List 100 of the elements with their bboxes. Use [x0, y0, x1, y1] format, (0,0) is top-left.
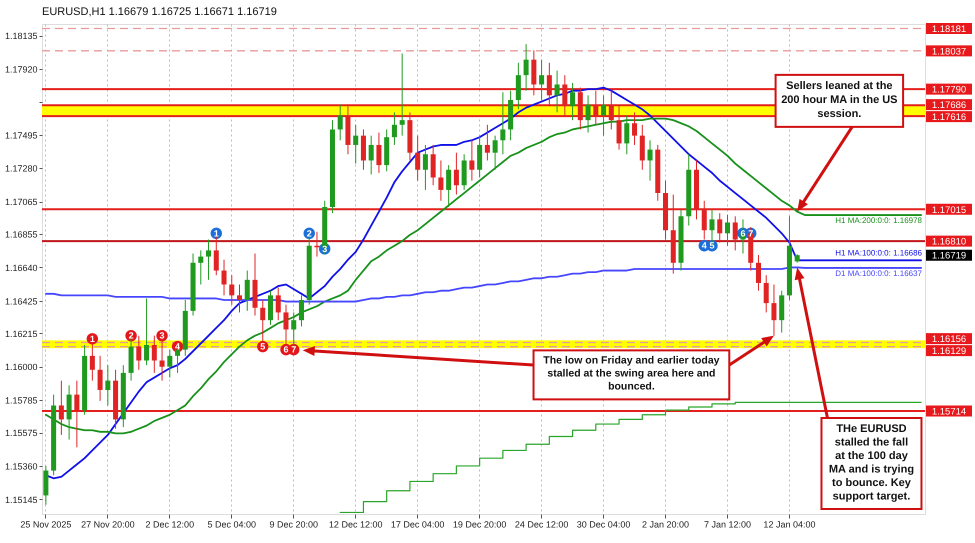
candlestick: [709, 210, 715, 246]
y-tick-label: 1.15145: [4, 494, 38, 505]
series-label: 1: [214, 228, 219, 238]
candlestick: [276, 287, 281, 321]
x-tick-label: 12 Dec 12:00: [328, 520, 382, 530]
y-tick-label: 1.15575: [4, 428, 38, 438]
x-tick-label: 30 Dec 04:00: [576, 520, 630, 530]
y-tick-label: 1.16425: [4, 296, 38, 306]
series-label: 2: [128, 330, 134, 341]
candlestick: [500, 92, 506, 155]
candlestick: [167, 349, 172, 378]
candlestick: [392, 112, 397, 146]
series-label: 1: [90, 334, 95, 344]
ref-line-label: 1.16129: [932, 346, 966, 358]
x-tick-label: 2 Dec 12:00: [146, 520, 194, 530]
candlestick: [98, 355, 103, 402]
series-label: 6: [283, 344, 288, 355]
y-tick-label: 1.17280: [4, 164, 38, 174]
y-tick-label: 1.16215: [4, 328, 38, 339]
candlestick: [764, 274, 769, 313]
series-label: H1 MA:100:0:0: 1.16686: [835, 248, 923, 258]
series-label: D1 MA:100:0:0: 1.16637: [835, 268, 923, 278]
x-tick-label: 5 Dec 04:00: [207, 520, 256, 530]
chart-title: EURUSD,H1 1.16679 1.16725 1.16671 1.16719: [42, 6, 277, 18]
y-tick-label: 1.17065: [4, 197, 38, 208]
y-tick-label: 1.16855: [4, 230, 38, 240]
candlestick: [454, 152, 459, 196]
annotation: Sellers leaned at the 200 hour MA in the US session.: [781, 80, 898, 120]
candlestick: [222, 259, 227, 296]
x-tick-label: 25 Nov 2025: [20, 520, 72, 530]
ref-line-label: 1.16156: [932, 334, 966, 346]
x-tick-label: 2 Jan 20:00: [642, 520, 690, 530]
ref-line-label: 1.16810: [932, 236, 966, 248]
series-label: 4: [175, 342, 180, 352]
series-label: 4: [702, 240, 707, 251]
candlestick: [570, 82, 576, 121]
series-label: 3: [160, 330, 165, 341]
candlestick: [400, 52, 405, 136]
candlestick: [353, 124, 358, 164]
candlestick: [298, 294, 304, 327]
candlestick: [229, 274, 234, 306]
candlestick: [469, 140, 474, 182]
series-label: H1 MA:200:0:0: 1.16978: [835, 216, 923, 226]
candlestick: [484, 124, 490, 161]
candlestick: [152, 335, 157, 374]
x-tick-label: 17 Dec 04:00: [390, 520, 444, 530]
candlestick: [771, 284, 776, 336]
candlestick: [524, 44, 529, 92]
candlestick: [732, 216, 738, 251]
x-tick-label: 24 Dec 12:00: [514, 520, 568, 530]
y-tick-label: 1.17495: [4, 130, 38, 140]
candlestick: [539, 59, 544, 100]
y-tick-label: 1.16000: [4, 362, 38, 372]
candlestick: [236, 284, 242, 313]
candlestick: [422, 144, 428, 190]
x-tick-label: 12 Jan 04:00: [763, 520, 816, 530]
candlestick: [206, 239, 212, 280]
candlestick: [756, 254, 761, 292]
candlestick: [136, 335, 142, 370]
ref-line-label: 1.18037: [932, 46, 966, 58]
ref-line-label: 1.15714: [932, 406, 966, 418]
y-tick-label: 1.15785: [4, 396, 38, 406]
annotation: THe EURUSD stalled the fall at the 100 day MA and is trying to bounce. Key support target.: [828, 423, 914, 503]
candlestick: [724, 214, 730, 246]
candlestick: [376, 132, 382, 174]
candlestick: [368, 135, 374, 175]
series-label: 2: [306, 228, 312, 238]
x-tick-label: 7 Jan 12:00: [704, 520, 752, 530]
candlestick: [492, 135, 498, 170]
y-tick-label: 1.18135: [4, 31, 38, 42]
candlestick: [430, 144, 436, 186]
y-tick-label: 1.16640: [4, 262, 38, 273]
series-label: 7: [291, 344, 296, 355]
candlestick: [438, 160, 444, 202]
candlestick: [554, 70, 560, 113]
ref-line-label: 1.17015: [932, 204, 966, 216]
annotation: The low on Friday and earlier today stalled at the swing area here and bounced.: [543, 354, 720, 392]
x-tick-label: 9 Dec 20:00: [269, 520, 318, 530]
ref-line-label: 1.17686: [932, 100, 966, 112]
ref-line-label: 1.17616: [932, 112, 966, 124]
candlestick: [717, 212, 722, 244]
candlestick: [105, 364, 110, 406]
series-label: 5: [260, 342, 266, 352]
y-tick-label: 1.15360: [4, 461, 38, 472]
ref-line-label: 1.17790: [932, 84, 966, 96]
x-tick-label: 19 Dec 20:00: [452, 520, 506, 530]
candlestick: [198, 250, 204, 286]
candlestick: [175, 344, 180, 374]
candlestick: [446, 164, 452, 208]
series-label: 5: [709, 240, 715, 251]
candlestick: [314, 231, 320, 258]
candlestick: [415, 135, 420, 182]
candlestick: [291, 312, 296, 350]
candlestick: [144, 298, 150, 366]
candlestick: [338, 104, 343, 141]
x-tick-label: 27 Nov 20:00: [81, 520, 135, 530]
y-tick-label: 1.17920: [4, 64, 38, 74]
ref-line-label: 1.18181: [932, 24, 966, 35]
candlestick: [648, 140, 653, 182]
candlestick: [244, 270, 250, 312]
